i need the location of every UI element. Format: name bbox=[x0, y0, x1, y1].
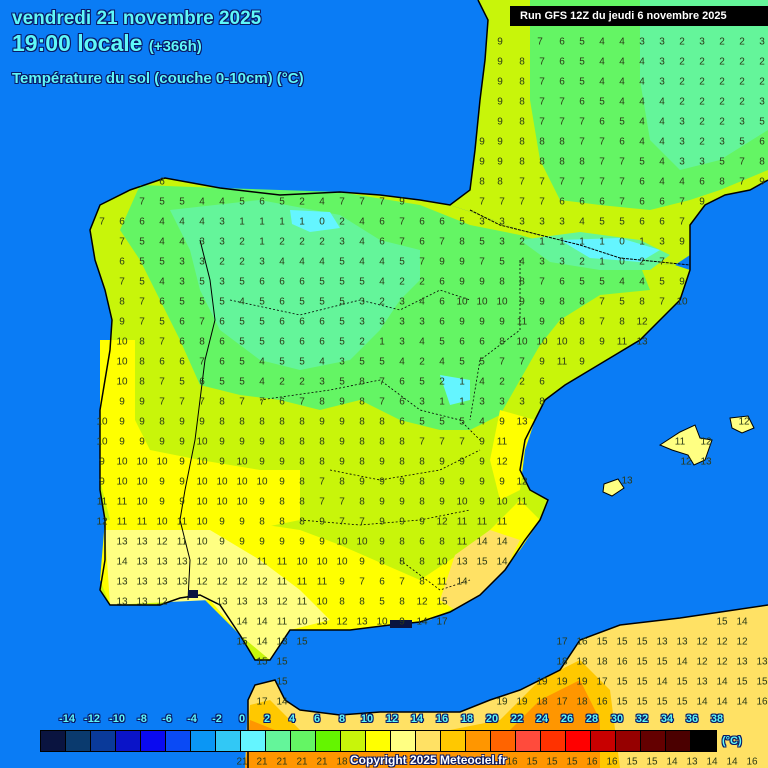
land-morocco bbox=[245, 605, 768, 768]
legend-swatch bbox=[141, 731, 166, 751]
legend-tick: 30 bbox=[610, 713, 624, 725]
pyrenees-cold-zone bbox=[560, 238, 660, 262]
legend-swatch bbox=[416, 731, 441, 751]
legend-swatch bbox=[691, 731, 716, 751]
legend-swatch bbox=[66, 731, 91, 751]
legend-tick: 20 bbox=[485, 713, 499, 725]
legend-swatch bbox=[266, 731, 291, 751]
legend-tick: 16 bbox=[435, 713, 449, 725]
legend-swatch bbox=[391, 731, 416, 751]
legend-swatch bbox=[566, 731, 591, 751]
legend-swatch bbox=[641, 731, 666, 751]
legend-swatch bbox=[491, 731, 516, 751]
border-france-spain bbox=[469, 209, 691, 266]
land-menorca bbox=[729, 415, 755, 434]
legend-tick: -2 bbox=[212, 713, 222, 725]
dark-pixel-almeria bbox=[390, 620, 412, 628]
legend-swatch bbox=[241, 731, 266, 751]
forecast-offset: (+366h) bbox=[148, 38, 202, 55]
legend-swatch bbox=[516, 731, 541, 751]
border-portugal-spain bbox=[179, 239, 216, 601]
legend-tick: 8 bbox=[338, 713, 346, 725]
forecast-date: vendredi 21 novembre 2025 bbox=[12, 8, 262, 29]
legend-tick: 26 bbox=[560, 713, 574, 725]
land-ibiza bbox=[602, 478, 625, 497]
local-time: 19:00 locale bbox=[12, 30, 143, 56]
legend-swatch bbox=[666, 731, 691, 751]
legend-unit: (°C) bbox=[722, 735, 742, 747]
legend-swatch bbox=[591, 731, 616, 751]
legend-tick: 6 bbox=[313, 713, 321, 725]
dark-pixel-gibraltar bbox=[188, 590, 198, 598]
legend-tick: 22 bbox=[510, 713, 524, 725]
legend-swatch bbox=[41, 731, 66, 751]
legend-tick: 36 bbox=[685, 713, 699, 725]
legend-swatch bbox=[216, 731, 241, 751]
coastline bbox=[89, 0, 768, 661]
legend-tick: 38 bbox=[710, 713, 724, 725]
legend-swatch bbox=[91, 731, 116, 751]
legend-swatch bbox=[616, 731, 641, 751]
title-block: vendredi 21 novembre 2025 19:00 locale (… bbox=[12, 8, 261, 60]
parameter-title: Température du sol (couche 0-10cm) (°C) bbox=[12, 70, 304, 87]
legend-swatch bbox=[316, 731, 341, 751]
legend-tick: 28 bbox=[585, 713, 599, 725]
color-legend bbox=[40, 730, 717, 752]
legend-tick: 24 bbox=[535, 713, 549, 725]
legend-tick: 2 bbox=[263, 713, 271, 725]
copyright: Copyright 2025 Meteociel.fr bbox=[350, 753, 507, 767]
legend-tick: 34 bbox=[660, 713, 674, 725]
legend-swatch bbox=[291, 731, 316, 751]
france-cool-zone bbox=[640, 0, 768, 170]
legend-tick: -4 bbox=[187, 713, 197, 725]
land-mallorca bbox=[658, 424, 713, 466]
forecast-time: 19:00 locale (+366h) bbox=[12, 30, 261, 60]
central-cold-zone bbox=[440, 375, 470, 405]
murcia-orange-zone bbox=[440, 530, 520, 610]
legend-tick: -12 bbox=[84, 713, 100, 725]
legend-tick: 18 bbox=[460, 713, 474, 725]
legend-swatch bbox=[191, 731, 216, 751]
south-pale-zone bbox=[105, 530, 330, 660]
legend-tick: 14 bbox=[410, 713, 424, 725]
legend-swatch bbox=[116, 731, 141, 751]
legend-tick: 0 bbox=[238, 713, 246, 725]
legend-tick-labels: -14 -12 -10 -8 -6 -4 -2 0 2 4 6 8 10 12 14 16 18 20 22 24 26… bbox=[40, 713, 724, 729]
regional-borders bbox=[229, 260, 521, 591]
portugal-yellow-zone bbox=[100, 340, 300, 530]
legend-tick: 12 bbox=[385, 713, 399, 725]
cantabria-cold-zone bbox=[290, 210, 340, 232]
legend-tick: 32 bbox=[635, 713, 649, 725]
run-banner: Run GFS 12Z du jeudi 6 novembre 2025 bbox=[510, 6, 768, 26]
legend-swatch bbox=[466, 731, 491, 751]
iberia-cool-zone bbox=[170, 200, 420, 370]
legend-swatch bbox=[366, 731, 391, 751]
legend-tick: -6 bbox=[162, 713, 172, 725]
legend-tick: -14 bbox=[59, 713, 75, 725]
legend-tick: -10 bbox=[109, 713, 125, 725]
legend-swatch bbox=[541, 731, 566, 751]
legend-tick: -8 bbox=[137, 713, 147, 725]
legend-swatch bbox=[166, 731, 191, 751]
legend-swatch bbox=[341, 731, 366, 751]
legend-tick: 4 bbox=[288, 713, 296, 725]
africa-coastline bbox=[247, 604, 768, 768]
legend-tick: 10 bbox=[360, 713, 374, 725]
east-coast-yellow-zone bbox=[490, 410, 535, 500]
legend-swatch bbox=[441, 731, 466, 751]
